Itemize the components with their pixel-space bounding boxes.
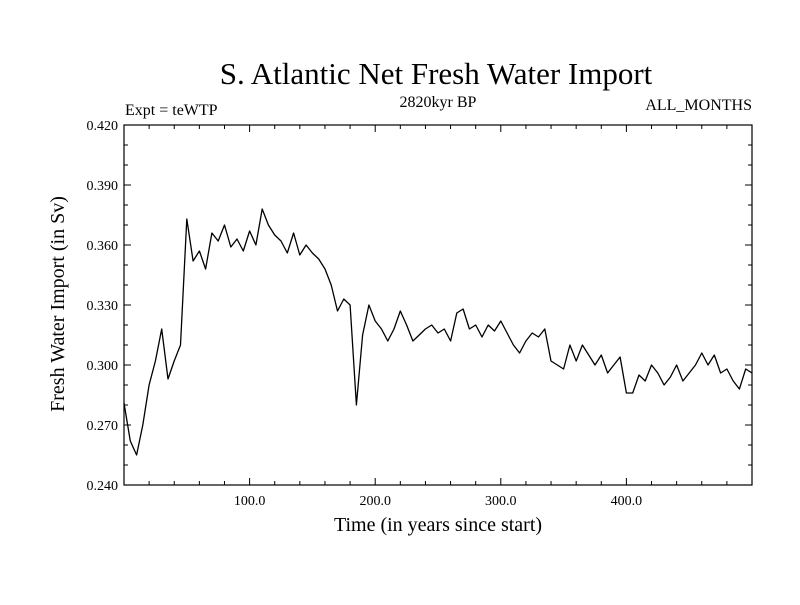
y-tick-label: 0.420	[87, 119, 119, 134]
y-tick-label: 0.270	[87, 419, 119, 434]
x-tick-label: 100.0	[234, 494, 266, 509]
plot-frame	[123, 124, 753, 486]
y-tick-label: 0.300	[87, 359, 119, 374]
data-series-group	[123, 208, 753, 456]
y-tick-label: 0.240	[87, 479, 119, 494]
months-label: ALL_MONTHS	[645, 97, 752, 114]
axes: 0.240 0.270 0.300 0.330 0.360 0.390 0.420 100.0…	[87, 119, 753, 509]
chart-title: S. Atlantic Net Fresh Water Import	[220, 56, 653, 91]
experiment-label: Expt = teWTP	[125, 102, 218, 119]
time-period-label: 2820kyr BP	[400, 94, 477, 111]
y-tick-label: 0.330	[87, 299, 119, 314]
x-axis-label: Time (in years since start)	[334, 514, 542, 536]
x-tick-label: 200.0	[359, 494, 391, 509]
y-tick-label: 0.360	[87, 239, 119, 254]
x-tick-label: 300.0	[485, 494, 517, 509]
y-tick-label: 0.390	[87, 179, 119, 194]
data-series-line-0	[123, 208, 753, 456]
x-tick-label: 400.0	[611, 494, 643, 509]
y-axis-label: Fresh Water Import (in Sv)	[47, 196, 69, 412]
